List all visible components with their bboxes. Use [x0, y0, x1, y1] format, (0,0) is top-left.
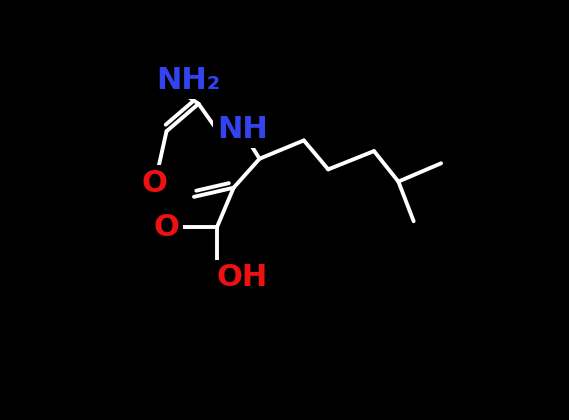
Text: NH₂: NH₂	[156, 66, 220, 95]
Text: OH: OH	[217, 263, 268, 292]
Text: O: O	[154, 213, 179, 242]
Text: NH: NH	[217, 115, 267, 144]
Text: O: O	[142, 168, 168, 198]
